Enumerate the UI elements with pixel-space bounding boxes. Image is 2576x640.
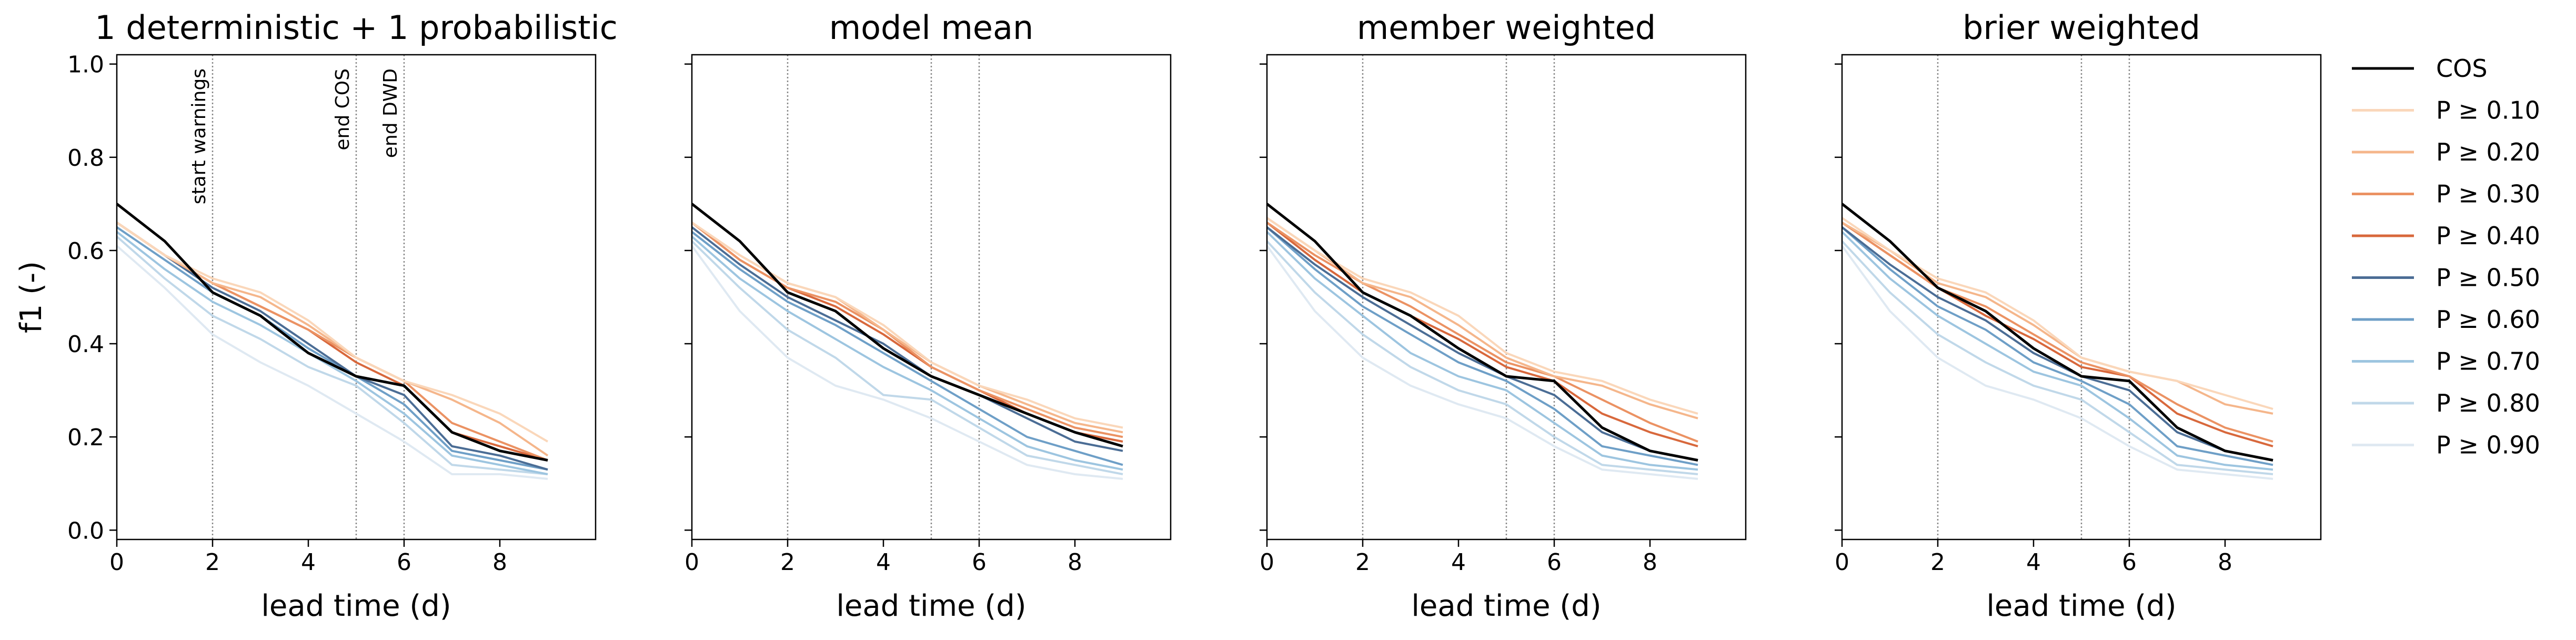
y-tick-label: 0.4 (67, 331, 104, 358)
subplot-2: 0 2 4 6 8 model mean lead time (d) (685, 8, 1172, 623)
subplot-4: 0 2 4 6 8 brier weighted lead time (d) (1835, 8, 2322, 623)
x-tick-label: 8 (1068, 549, 1082, 576)
legend-label: P ≥ 0.70 (2436, 347, 2540, 376)
x-tick-label: 4 (876, 549, 891, 576)
y-tick-label: 0.2 (67, 424, 104, 451)
legend-label: P ≥ 0.40 (2436, 222, 2540, 250)
series-line (1266, 222, 1698, 447)
series-line (1266, 203, 1698, 462)
x-axis-label: lead time (d) (1986, 589, 2176, 623)
legend-label: P ≥ 0.20 (2436, 138, 2540, 166)
series-line (1841, 217, 2273, 410)
x-tick-label: 4 (1451, 549, 1466, 576)
series-line (1841, 222, 2273, 443)
series-line (1266, 226, 1698, 462)
series-line (691, 203, 1123, 448)
x-tick-label: 4 (2026, 549, 2041, 576)
series-line (116, 222, 548, 471)
x-tick-label: 0 (109, 549, 124, 576)
series-line (116, 222, 549, 443)
series-line (1841, 203, 2273, 462)
series-line (1841, 231, 2273, 471)
y-tick-label: 0.0 (67, 517, 104, 544)
series-line (1266, 217, 1698, 419)
series-line (1841, 240, 2273, 475)
series-line (691, 222, 1123, 429)
x-tick-label: 2 (205, 549, 220, 576)
x-tick-label: 6 (397, 549, 411, 576)
chart-title: model mean (829, 8, 1034, 47)
axes-frame (691, 54, 1172, 541)
x-tick-label: 0 (1260, 549, 1274, 576)
x-tick-label: 8 (492, 549, 507, 576)
reference-line-label: start warnings (188, 68, 210, 204)
x-axis-label: lead time (d) (836, 589, 1026, 623)
chart-title: member weighted (1357, 8, 1656, 47)
x-tick-label: 6 (1547, 549, 1562, 576)
x-tick-label: 2 (1930, 549, 1945, 576)
legend-label: P ≥ 0.80 (2436, 389, 2540, 417)
chart-title: 1 deterministic + 1 probabilistic (95, 8, 618, 47)
series-line (116, 222, 549, 457)
legend: COS P ≥ 0.10 P ≥ 0.20 P ≥ 0.30 P ≥ 0.40 P ≥ 0… (2352, 54, 2540, 459)
x-tick-label: 0 (685, 549, 699, 576)
series-line (691, 245, 1123, 480)
axes-frame (1841, 54, 2322, 541)
x-tick-label: 2 (780, 549, 795, 576)
series-line (691, 231, 1123, 466)
legend-label: P ≥ 0.90 (2436, 431, 2540, 459)
x-tick-label: 6 (2122, 549, 2137, 576)
axes-frame (116, 54, 597, 541)
series-line (116, 231, 548, 475)
legend-label: P ≥ 0.60 (2436, 305, 2540, 334)
series-line (116, 226, 548, 471)
legend-label: COS (2436, 54, 2488, 83)
series-line (1266, 245, 1698, 480)
axes-frame (1266, 54, 1747, 541)
series-line (691, 226, 1123, 452)
series-line (116, 203, 548, 462)
x-axis-label: lead time (d) (1411, 589, 1601, 623)
reference-line-label: end COS (332, 68, 354, 151)
x-tick-label: 4 (301, 549, 316, 576)
subplot-1: start warnings end COS end DWD 0 2 4 6 8 0.0 0.2 0… (14, 8, 618, 623)
series-line (1841, 245, 2273, 480)
y-tick-label: 0.6 (67, 238, 104, 265)
subplot-3: 0 2 4 6 8 member weighted lead time (d) (1260, 8, 1747, 623)
reference-line-label: end DWD (380, 68, 401, 158)
x-tick-label: 2 (1355, 549, 1370, 576)
series-line (1266, 240, 1698, 475)
legend-label: P ≥ 0.30 (2436, 180, 2540, 208)
x-tick-label: 8 (1643, 549, 1657, 576)
series-line (1266, 231, 1698, 471)
series-line (1841, 226, 2273, 466)
series-line (1841, 226, 2273, 462)
series-line (1266, 217, 1698, 415)
legend-label: P ≥ 0.50 (2436, 264, 2540, 292)
series-line (691, 222, 1123, 438)
y-tick-label: 0.8 (67, 145, 104, 172)
series-line (691, 240, 1123, 475)
series-line (1841, 222, 2273, 415)
series-line (1266, 226, 1698, 466)
series-line (116, 235, 548, 475)
series-line (691, 235, 1123, 471)
chart-title: brier weighted (1963, 8, 2200, 47)
y-axis-label: f1 (-) (14, 261, 48, 333)
legend-label: P ≥ 0.10 (2436, 96, 2540, 125)
x-tick-label: 6 (972, 549, 987, 576)
x-axis-label: lead time (d) (261, 589, 451, 623)
series-line (1266, 222, 1698, 443)
x-tick-label: 0 (1835, 549, 1849, 576)
series-line (116, 245, 548, 480)
y-tick-label: 1.0 (67, 52, 104, 78)
x-tick-label: 8 (2218, 549, 2232, 576)
